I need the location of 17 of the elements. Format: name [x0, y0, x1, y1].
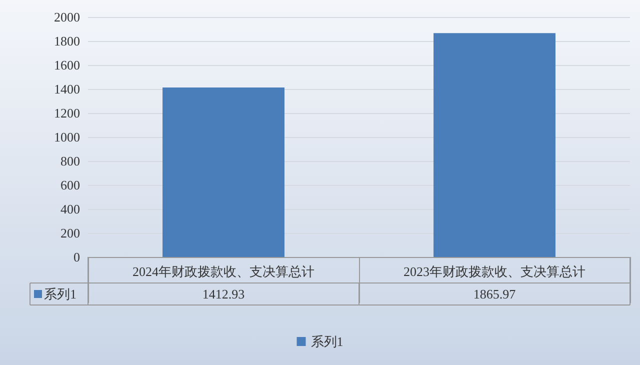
- data-label: 1865.97: [473, 286, 516, 302]
- y-tick-label: 600: [60, 178, 80, 192]
- y-tick-label: 1600: [54, 58, 80, 72]
- legend-label: 系列1: [310, 334, 344, 349]
- data-label: 1412.93: [202, 286, 245, 302]
- text: 系列1: [44, 286, 76, 302]
- y-tick-label: 200: [60, 226, 80, 240]
- y-tick-label: 0: [74, 250, 80, 264]
- y-tick-label: 1800: [54, 34, 80, 48]
- y-tick-label: 400: [60, 202, 80, 216]
- y-tick-label: 1400: [54, 82, 80, 96]
- y-tick-label: 1000: [54, 130, 80, 144]
- x-tick-label: 2023年财政拨款收、支决算总计: [404, 264, 586, 279]
- y-tick-label: 2000: [54, 10, 80, 24]
- y-tick-label: 1200: [54, 106, 80, 120]
- y-tick-label: 800: [60, 154, 80, 168]
- x-tick-label: 2024年财政拨款收、支决算总计: [132, 264, 314, 279]
